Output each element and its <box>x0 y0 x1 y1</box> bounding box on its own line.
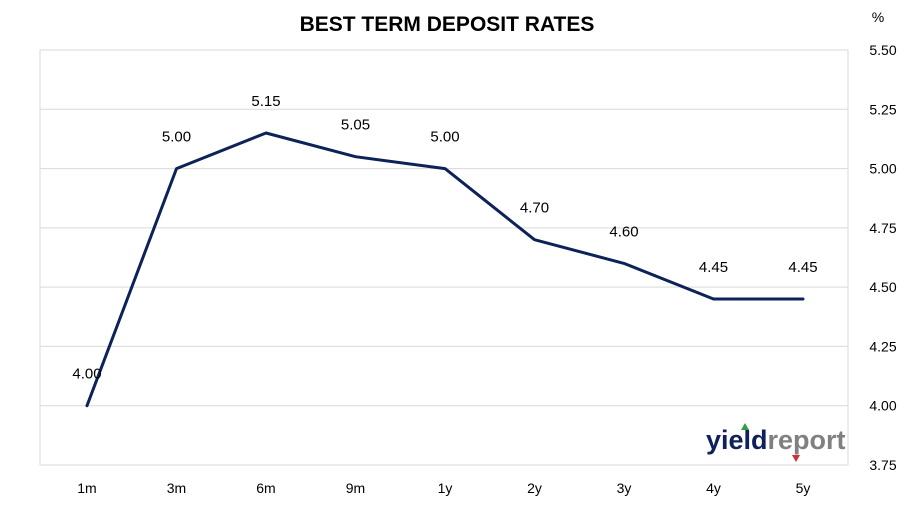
x-tick-label: 3y <box>617 480 632 496</box>
logo-up-arrow-icon <box>741 423 749 430</box>
x-axis-ticks: 1m 3m 6m 9m 1y 2y 3y 4y 5y <box>77 480 810 496</box>
x-tick-label: 3m <box>167 480 186 496</box>
series-layer <box>85 131 805 408</box>
gridlines <box>40 108 848 407</box>
y-axis-ticks: 3.75 4.00 4.25 4.50 4.75 5.00 5.25 5.50 <box>869 42 896 473</box>
data-label: 4.70 <box>520 200 549 217</box>
data-label: 5.00 <box>162 129 191 146</box>
y-tick-label: 4.25 <box>869 338 896 354</box>
x-tick-label: 1y <box>438 480 453 496</box>
data-label: 4.60 <box>609 223 638 240</box>
data-label: 5.05 <box>341 117 370 134</box>
y-tick-label: 5.00 <box>869 161 896 177</box>
logo-down-arrow-icon <box>792 455 800 462</box>
logo-text: yieldreport <box>706 425 846 455</box>
series-line <box>85 131 805 408</box>
x-tick-label: 6m <box>256 480 275 496</box>
y-axis-unit-label: % <box>872 9 884 25</box>
x-tick-label: 9m <box>346 480 365 496</box>
y-tick-label: 5.25 <box>869 101 896 117</box>
y-tick-label: 3.75 <box>869 457 896 473</box>
data-label: 4.45 <box>788 259 817 276</box>
y-tick-label: 4.00 <box>869 398 896 414</box>
x-tick-label: 4y <box>706 480 721 496</box>
y-tick-label: 4.50 <box>869 279 896 295</box>
data-label: 4.45 <box>699 259 728 276</box>
y-tick-label: 4.75 <box>869 220 896 236</box>
x-tick-label: 1m <box>77 480 96 496</box>
logo-text-report: report <box>768 425 846 455</box>
logo-text-yield: yield <box>706 425 768 455</box>
data-label: 5.00 <box>430 129 459 146</box>
plot-area-border <box>39 49 849 466</box>
data-label: 5.15 <box>251 93 280 110</box>
yieldreport-logo: yieldreport <box>706 423 846 462</box>
y-tick-label: 5.50 <box>869 42 896 58</box>
data-labels: 4.00 5.00 5.15 5.05 5.00 4.70 4.60 4.45 4.45 <box>72 93 817 383</box>
x-tick-label: 5y <box>796 480 811 496</box>
data-label: 4.00 <box>72 366 101 383</box>
chart-title: BEST TERM DEPOSIT RATES <box>300 13 595 36</box>
x-tick-label: 2y <box>527 480 542 496</box>
